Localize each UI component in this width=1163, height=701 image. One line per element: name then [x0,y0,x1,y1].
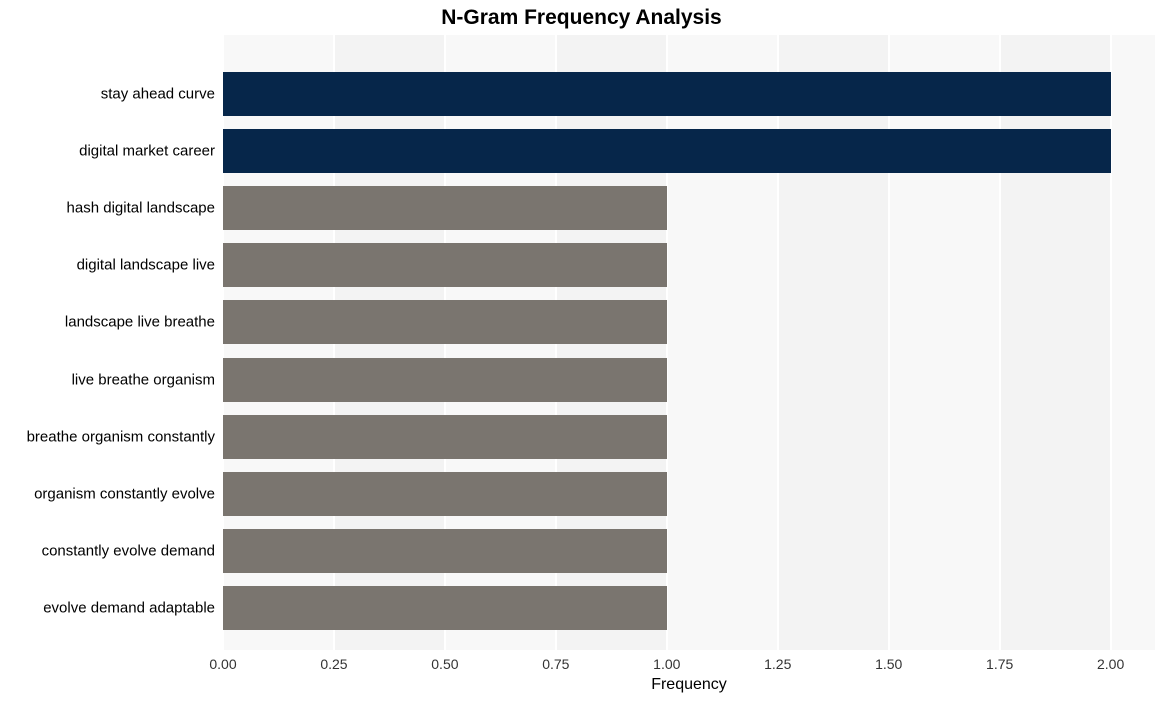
x-tick-label: 1.75 [986,656,1013,672]
x-gridline [777,35,779,650]
x-tick-label: 0.25 [320,656,347,672]
x-gridline [888,35,890,650]
y-tick-label: evolve demand adaptable [43,600,223,617]
plot-area: stay ahead curvedigital market careerhas… [223,35,1155,650]
y-tick-label: constantly evolve demand [42,543,223,560]
x-axis-title: Frequency [223,676,1155,694]
y-tick-label: landscape live breathe [65,314,223,331]
bar [223,529,667,573]
x-gridline [999,35,1001,650]
x-tick-label: 1.50 [875,656,902,672]
grid-band [1000,35,1111,650]
bar [223,300,667,344]
x-tick-label: 1.25 [764,656,791,672]
y-tick-label: digital market career [79,142,223,159]
x-tick-label: 0.00 [209,656,236,672]
bar [223,243,667,287]
x-tick-label: 0.50 [431,656,458,672]
bar [223,72,1111,116]
bar [223,186,667,230]
y-tick-label: breathe organism constantly [27,428,223,445]
x-tick-label: 0.75 [542,656,569,672]
y-tick-label: live breathe organism [72,371,223,388]
y-tick-label: digital landscape live [77,257,223,274]
y-tick-label: organism constantly evolve [34,486,223,503]
bar [223,586,667,630]
bar [223,472,667,516]
bar [223,358,667,402]
x-tick-label: 2.00 [1097,656,1124,672]
grid-band [889,35,1000,650]
chart-title: N-Gram Frequency Analysis [0,6,1163,30]
grid-band [667,35,778,650]
grid-band [1111,35,1155,650]
y-tick-label: hash digital landscape [67,200,223,217]
x-tick-label: 1.00 [653,656,680,672]
bar [223,129,1111,173]
ngram-frequency-chart: N-Gram Frequency Analysis stay ahead cur… [0,0,1163,701]
grid-band [778,35,889,650]
x-gridline [1110,35,1112,650]
bar [223,415,667,459]
y-tick-label: stay ahead curve [101,85,223,102]
